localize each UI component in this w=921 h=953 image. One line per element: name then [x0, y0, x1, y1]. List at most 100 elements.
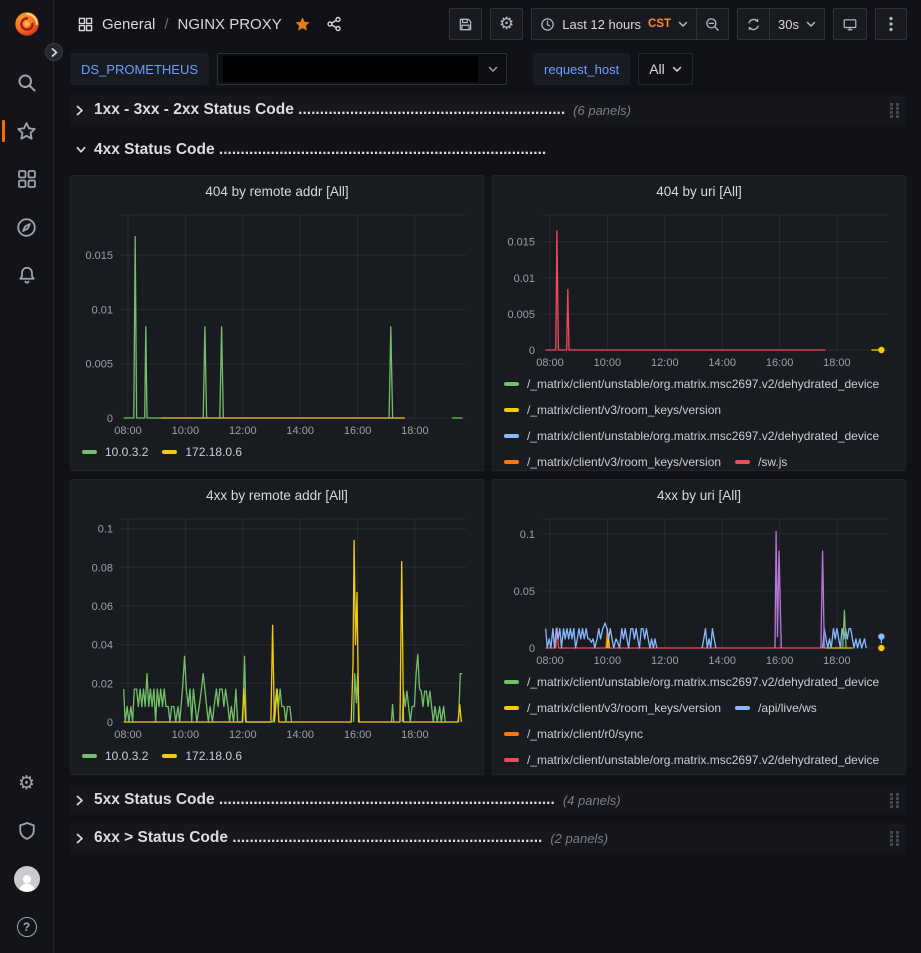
- redacted-value: [223, 56, 479, 82]
- row-6xx-status-code[interactable]: 6xx > Status Code ......................…: [70, 823, 906, 853]
- share-icon[interactable]: [326, 16, 342, 32]
- panel-4xx-by-uri: 4xx by uri [All] 0 0.05 0.1 08:00 10:00 12:00…: [492, 479, 906, 775]
- page-title[interactable]: NGINX PROXY: [177, 15, 282, 33]
- drag-handle-icon[interactable]: [889, 830, 900, 846]
- legend-item[interactable]: /_matrix/client/unstable/org.matrix.msc2…: [504, 669, 879, 695]
- chevron-right-icon: [76, 105, 86, 116]
- variable-value-ds-prometheus[interactable]: [217, 53, 508, 85]
- kiosk-mode-button[interactable]: [833, 8, 867, 40]
- grafana-logo-icon[interactable]: [12, 9, 42, 39]
- timeseries-chart[interactable]: 0 0.05 0.1 08:00 10:00 12:00 14:00 16:00 18:00: [502, 509, 896, 669]
- dashboard-settings-button[interactable]: ⚙: [490, 8, 524, 40]
- legend-item[interactable]: /_matrix/client/v3/room_keys/version: [504, 397, 721, 423]
- chevron-right-icon: [76, 833, 86, 844]
- drag-handle-icon[interactable]: [889, 102, 900, 118]
- svg-text:12:00: 12:00: [229, 425, 257, 437]
- refresh-interval-label: 30s: [778, 16, 799, 32]
- chevron-down-icon: [806, 21, 816, 28]
- row-5xx-status-code[interactable]: 5xx Status Code ........................…: [70, 785, 906, 815]
- panel-4xx-by-remote-addr: 4xx by remote addr [All] 0 0.02 0.04 0.06 0.…: [70, 479, 484, 775]
- legend-item[interactable]: /_matrix/client/unstable/org.matrix.msc2…: [504, 423, 879, 449]
- legend-item[interactable]: /api/live/ws: [735, 695, 817, 721]
- variable-label-request-host: request_host: [533, 53, 631, 85]
- sidebar-item-profile[interactable]: [0, 855, 54, 903]
- sidebar-item-configuration[interactable]: ⚙: [0, 759, 54, 807]
- svg-text:10:00: 10:00: [172, 729, 200, 741]
- panel-title[interactable]: 4xx by remote addr [All]: [206, 488, 348, 503]
- chart-legend: /_matrix/client/unstable/org.matrix.msc2…: [502, 669, 896, 773]
- row-panel-count: (4 panels): [562, 792, 621, 808]
- legend-item[interactable]: /_matrix/client/r0/sync: [504, 721, 643, 747]
- save-dashboard-button[interactable]: [449, 8, 482, 40]
- sidebar-item-alerting[interactable]: [0, 251, 54, 299]
- svg-text:14:00: 14:00: [708, 655, 736, 667]
- svg-text:16:00: 16:00: [766, 655, 794, 667]
- svg-text:0.08: 0.08: [92, 562, 113, 574]
- sidebar-expand-toggle[interactable]: [45, 43, 63, 61]
- legend-item[interactable]: 172.18.0.6: [162, 439, 242, 465]
- svg-text:0.01: 0.01: [514, 273, 535, 285]
- legend-item[interactable]: /_matrix/client/unstable/org.matrix.msc2…: [504, 371, 879, 397]
- svg-text:08:00: 08:00: [114, 425, 142, 437]
- variable-value-request-host[interactable]: All: [638, 53, 693, 85]
- variables-bar: DS_PROMETHEUS request_host All: [54, 48, 921, 90]
- panel-title[interactable]: 404 by uri [All]: [656, 184, 742, 199]
- panel-404-by-remote-addr: 404 by remote addr [All] 0 0.005 0.01 0.015…: [70, 175, 484, 471]
- sidebar-item-starred[interactable]: [0, 107, 54, 155]
- chevron-down-icon: [672, 66, 682, 73]
- legend-item[interactable]: 10.0.3.2: [82, 743, 148, 769]
- legend-item[interactable]: 10.0.3.2: [82, 439, 148, 465]
- chevron-down-icon: [76, 146, 86, 154]
- row-title: 6xx > Status Code ......................…: [94, 829, 543, 846]
- panel-title[interactable]: 4xx by uri [All]: [656, 488, 742, 503]
- svg-text:0.05: 0.05: [514, 586, 535, 598]
- timeseries-chart[interactable]: 0 0.02 0.04 0.06 0.08 0.1 08:00 10:00 12:00 14:00…: [80, 509, 474, 743]
- time-range-picker[interactable]: Last 12 hours CST: [531, 8, 698, 40]
- chart-legend: 10.0.3.2 172.18.0.6: [80, 439, 474, 465]
- sidebar-item-explore[interactable]: [0, 203, 54, 251]
- svg-text:0.1: 0.1: [98, 524, 113, 536]
- legend-item[interactable]: /_matrix/client/v3/room_keys/version: [504, 449, 721, 470]
- sidebar-bottom: ⚙ ?: [0, 759, 54, 953]
- dashboard-grid-icon[interactable]: [78, 17, 93, 32]
- timeseries-chart[interactable]: 0 0.005 0.01 0.015 08:00 10:00 12:00 14:00 16:00…: [502, 205, 896, 371]
- sidebar-item-search[interactable]: [0, 59, 54, 107]
- avatar: [13, 866, 40, 892]
- legend-item[interactable]: /_matrix/client/v3/room_keys/version: [504, 695, 721, 721]
- timeseries-chart[interactable]: 0 0.005 0.01 0.015 08:00 10:00 12:00 14:00 16:00…: [80, 205, 474, 439]
- chevron-down-icon: [488, 66, 498, 73]
- legend-item[interactable]: 172.18.0.6: [162, 743, 242, 769]
- row-panel-count: (2 panels): [550, 830, 609, 846]
- time-picker-group: Last 12 hours CST: [531, 8, 730, 40]
- variable-label-ds-prometheus: DS_PROMETHEUS: [70, 53, 210, 85]
- apps-grid-icon: [17, 169, 37, 189]
- svg-text:16:00: 16:00: [344, 729, 372, 741]
- sidebar-item-dashboards[interactable]: [0, 155, 54, 203]
- refresh-interval-picker[interactable]: 30s: [770, 8, 825, 40]
- svg-text:18:00: 18:00: [401, 729, 429, 741]
- question-icon: ?: [16, 917, 37, 937]
- row-title: 4xx Status Code ........................…: [94, 141, 547, 158]
- more-options-button[interactable]: [875, 8, 907, 40]
- breadcrumb-separator: /: [164, 15, 169, 33]
- row-1xx-3xx-2xx-status-code[interactable]: 1xx - 3xx - 2xx Status Code ............…: [70, 95, 906, 125]
- drag-handle-icon[interactable]: [889, 792, 900, 808]
- chevron-right-icon: [51, 47, 58, 57]
- dashboard-body: 1xx - 3xx - 2xx Status Code ............…: [54, 90, 921, 853]
- legend-item[interactable]: /_matrix/client/unstable/org.matrix.msc2…: [504, 747, 879, 773]
- panel-title[interactable]: 404 by remote addr [All]: [205, 184, 349, 199]
- svg-text:16:00: 16:00: [344, 425, 372, 437]
- zoom-out-time-button[interactable]: [697, 8, 730, 40]
- svg-text:0: 0: [529, 345, 535, 357]
- favorite-star-icon[interactable]: [294, 16, 311, 33]
- row-title: 5xx Status Code ........................…: [94, 791, 555, 808]
- breadcrumb-folder[interactable]: General: [102, 15, 156, 33]
- row-4xx-status-code[interactable]: 4xx Status Code ........................…: [70, 133, 906, 167]
- svg-text:10:00: 10:00: [594, 357, 622, 369]
- time-range-label: Last 12 hours: [562, 16, 642, 32]
- gear-icon: ⚙: [17, 771, 36, 794]
- refresh-button[interactable]: [737, 8, 771, 40]
- legend-item[interactable]: /sw.js: [735, 449, 787, 470]
- sidebar-item-server-admin[interactable]: [0, 807, 54, 855]
- sidebar-item-help[interactable]: ?: [0, 903, 54, 951]
